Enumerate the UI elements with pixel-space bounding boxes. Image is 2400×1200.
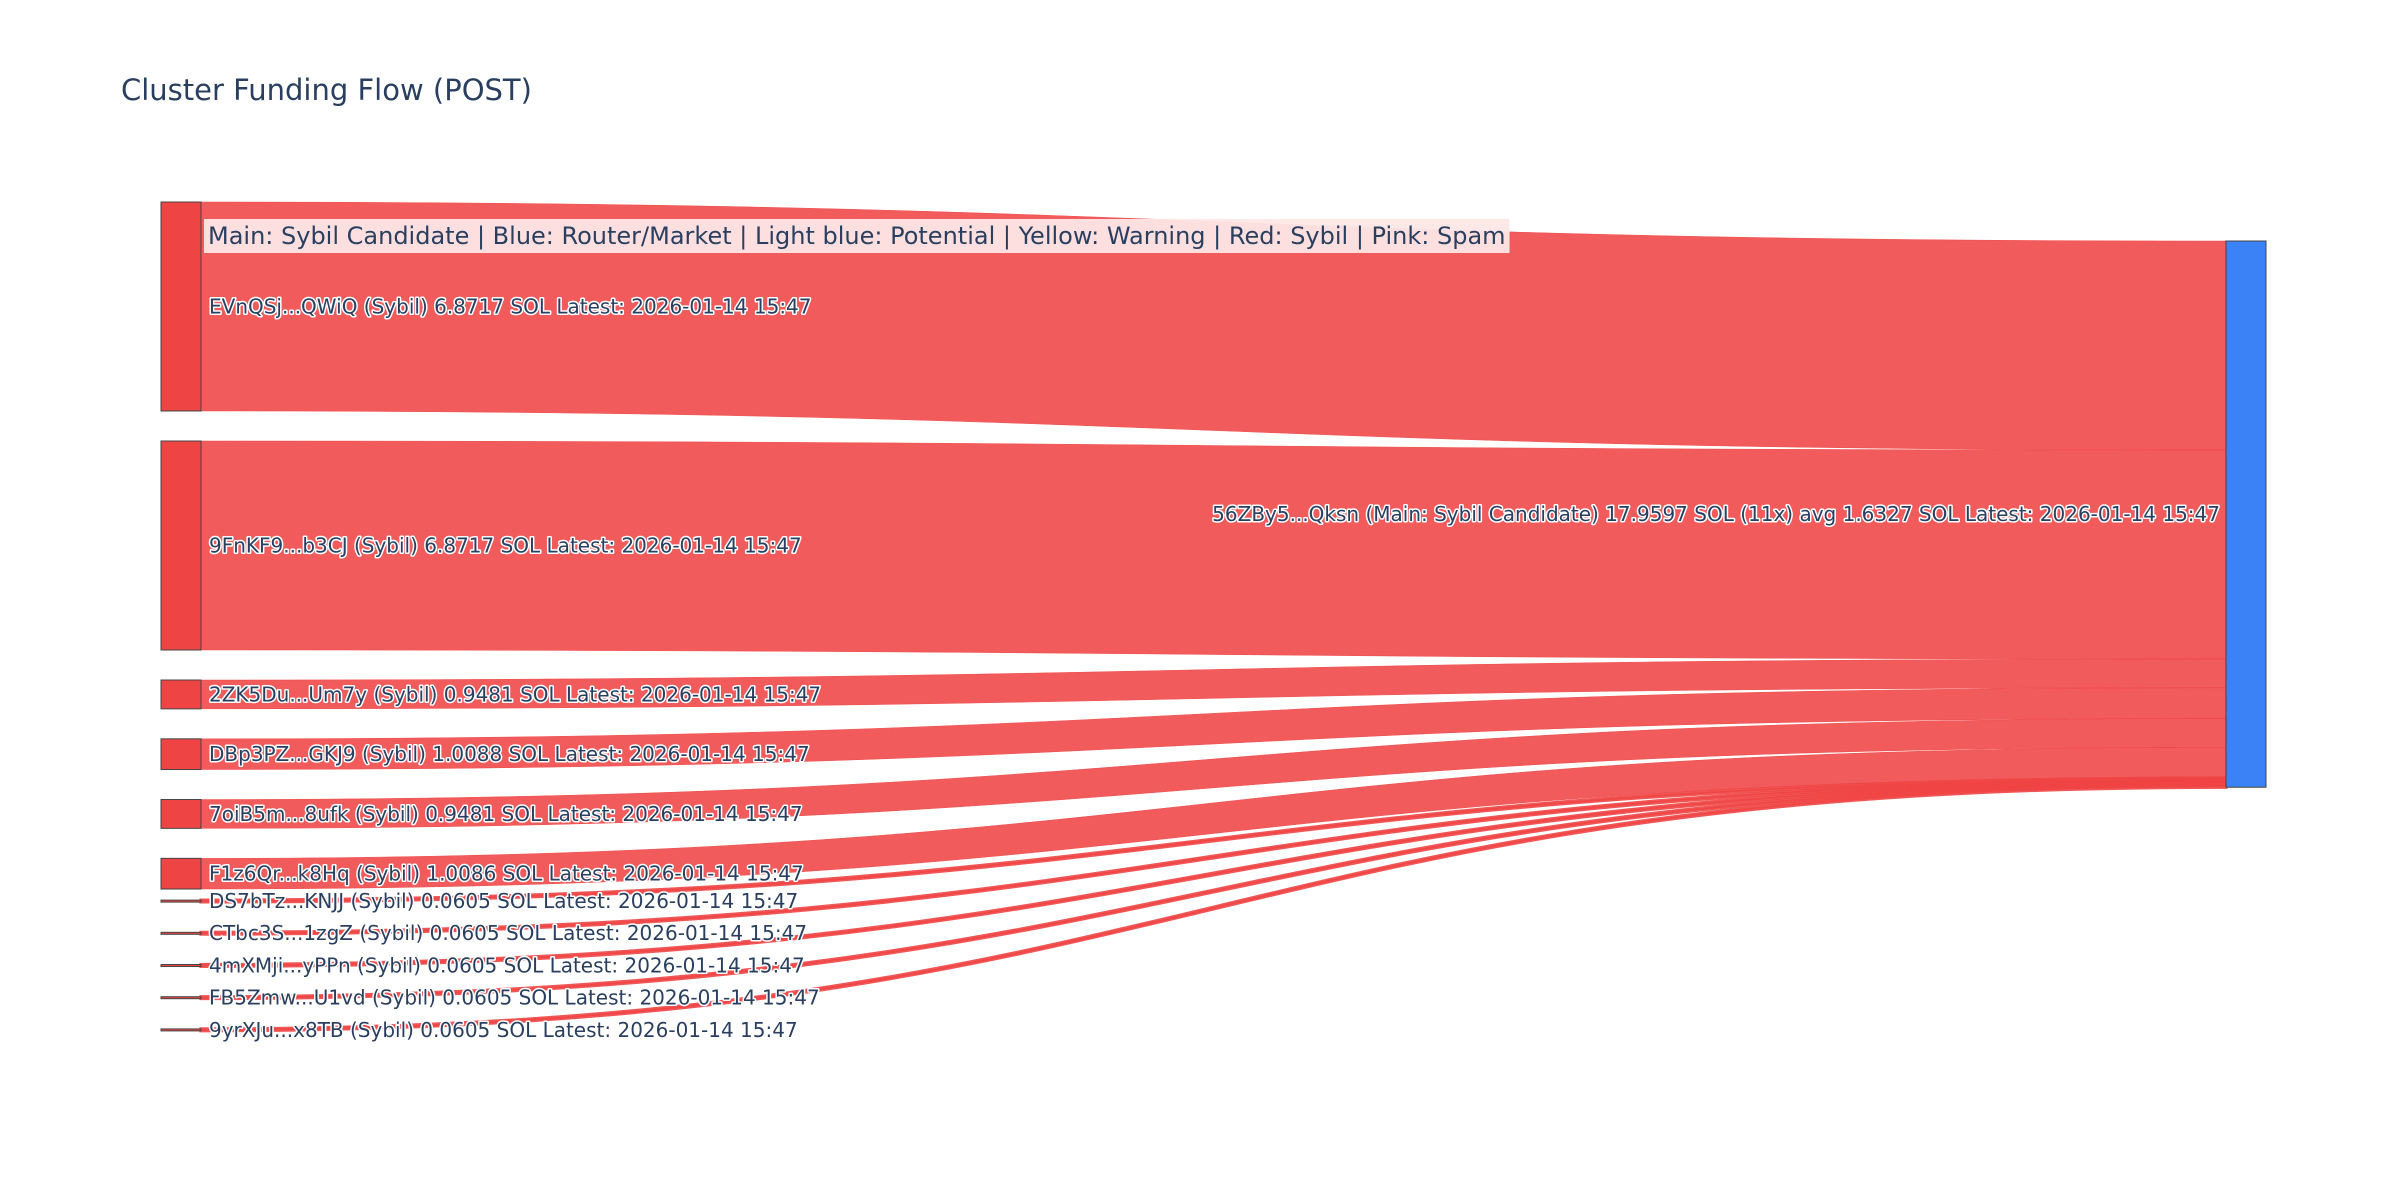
legend-annotation: Main: Sybil Candidate | Blue: Router/Mar… <box>204 219 1510 253</box>
source-node <box>160 899 202 903</box>
nodes-layer <box>160 201 2267 1032</box>
source-node-label: F1z6Qr...k8Hq (Sybil) 1.0086 SOL Latest:… <box>209 862 804 886</box>
source-node-label: 7oiB5m...8ufk (Sybil) 0.9481 SOL Latest:… <box>209 802 803 826</box>
source-node-label: 4mXMji...yPPn (Sybil) 0.0605 SOL Latest:… <box>209 953 805 977</box>
source-node <box>160 738 202 771</box>
legend-text: Main: Sybil Candidate | Blue: Router/Mar… <box>208 222 1506 250</box>
legend-background <box>204 219 1510 253</box>
source-node <box>160 1028 202 1032</box>
source-node-label: 9FnKF9...b3CJ (Sybil) 6.8717 SOL Latest:… <box>209 534 802 558</box>
source-node-label: DS7bTz...KNJJ (Sybil) 0.0605 SOL Latest:… <box>209 889 798 913</box>
source-node-label: FB5Zmw...U1vd (Sybil) 0.0605 SOL Latest:… <box>209 986 820 1010</box>
source-node <box>160 857 202 890</box>
source-node-label: CTbc3S...1zgZ (Sybil) 0.0605 SOL Latest:… <box>209 921 807 945</box>
source-node <box>160 996 202 1000</box>
source-node-label: EVnQSj...QWiQ (Sybil) 6.8717 SOL Latest:… <box>209 295 812 319</box>
target-node <box>2225 240 2267 788</box>
source-node <box>160 201 202 412</box>
links-layer <box>199 201 2228 1033</box>
source-node <box>160 931 202 935</box>
chart-title: Cluster Funding Flow (POST) <box>121 73 532 107</box>
source-node-label: 9yrXJu...x8TB (Sybil) 0.0605 SOL Latest:… <box>209 1018 798 1042</box>
source-node-label: 2ZK5Du...Um7y (Sybil) 0.9481 SOL Latest:… <box>209 682 821 706</box>
source-node <box>160 679 202 710</box>
source-node <box>160 440 202 651</box>
labels-layer: EVnQSj...QWiQ (Sybil) 6.8717 SOL Latest:… <box>208 293 2222 1043</box>
source-node <box>160 799 202 829</box>
source-node-label: DBp3PZ...GKJ9 (Sybil) 1.0088 SOL Latest:… <box>209 742 810 766</box>
source-node <box>160 964 202 968</box>
target-node-label: 56ZBy5...Qksn (Main: Sybil Candidate) 17… <box>1212 502 2220 526</box>
